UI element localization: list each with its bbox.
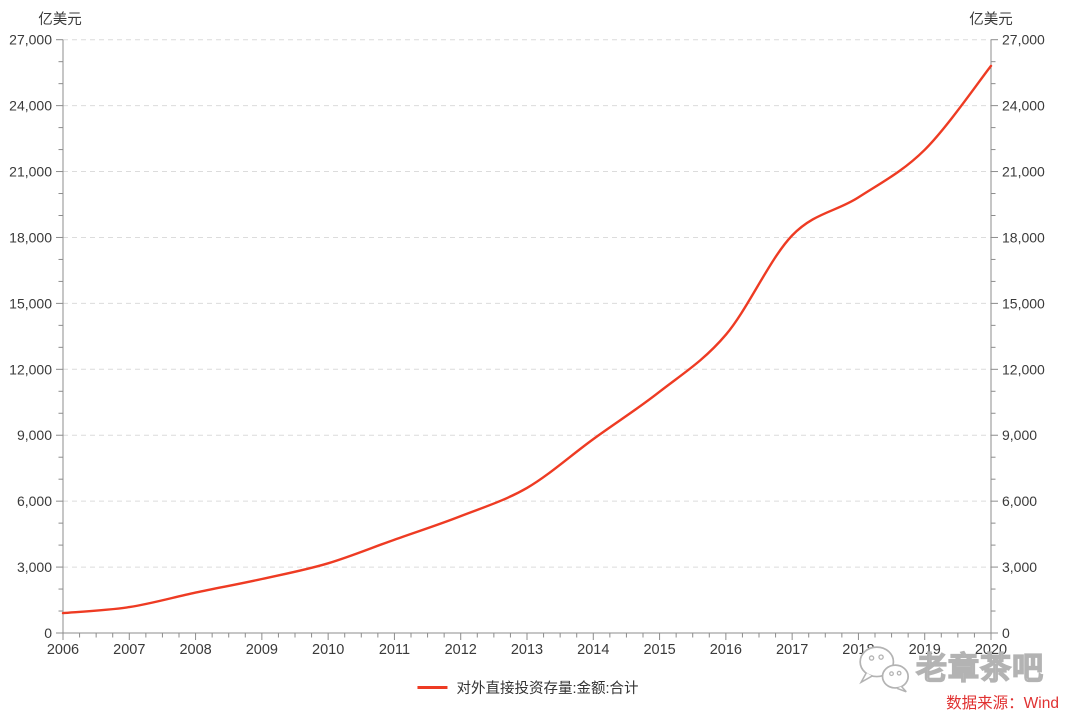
x-tick-labels: 2006 2007 2008 2009 2010 2011 2012 2013 2014 2015…	[47, 642, 1007, 658]
svg-text:2020: 2020	[975, 642, 1007, 658]
svg-text:2009: 2009	[246, 642, 278, 658]
svg-text:0: 0	[1002, 625, 1010, 641]
svg-text:2014: 2014	[577, 642, 609, 658]
y-axis-unit-right: 亿美元	[969, 12, 1013, 28]
svg-text:18,000: 18,000	[1002, 229, 1045, 245]
svg-text:9,000: 9,000	[1002, 427, 1037, 443]
svg-text:2017: 2017	[776, 642, 808, 658]
watermark-text: 老章茶吧	[915, 650, 1044, 686]
svg-text:2008: 2008	[179, 642, 211, 658]
svg-text:12,000: 12,000	[1002, 361, 1045, 377]
svg-text:2016: 2016	[710, 642, 742, 658]
svg-text:6,000: 6,000	[17, 493, 52, 509]
svg-text:2007: 2007	[113, 642, 145, 658]
svg-text:24,000: 24,000	[9, 98, 52, 114]
wechat-bubbles-icon	[859, 646, 910, 693]
data-source-label: 数据来源：Wind	[946, 695, 1059, 712]
svg-text:3,000: 3,000	[17, 559, 52, 575]
svg-text:3,000: 3,000	[1002, 559, 1037, 575]
x-ticks	[62, 633, 992, 640]
svg-text:21,000: 21,000	[1002, 164, 1045, 180]
svg-text:24,000: 24,000	[1002, 98, 1045, 114]
svg-text:2010: 2010	[312, 642, 344, 658]
svg-text:2006: 2006	[47, 642, 79, 658]
svg-text:18,000: 18,000	[9, 229, 52, 245]
svg-text:15,000: 15,000	[9, 295, 52, 311]
y-tick-labels: 0 0 3,000 3,000 6,000 6,000 9,000 9,000 12,000 12…	[9, 32, 1045, 641]
svg-text:21,000: 21,000	[9, 164, 52, 180]
series-line	[61, 64, 993, 615]
legend-line-swatch	[417, 686, 448, 689]
svg-text:27,000: 27,000	[1002, 32, 1045, 48]
y-ticks	[56, 39, 998, 634]
svg-text:9,000: 9,000	[17, 427, 52, 443]
y-axis-unit-left: 亿美元	[38, 12, 82, 28]
svg-text:15,000: 15,000	[1002, 295, 1045, 311]
svg-text:0: 0	[44, 625, 52, 641]
axes	[62, 39, 992, 634]
watermark: 老章茶吧	[854, 643, 1044, 693]
svg-text:2011: 2011	[379, 642, 410, 658]
legend: 对外直接投资存量:金额:合计	[417, 677, 639, 698]
legend-label: 对外直接投资存量:金额:合计	[456, 681, 639, 697]
svg-text:2015: 2015	[643, 642, 675, 658]
svg-text:6,000: 6,000	[1002, 493, 1037, 509]
svg-text:12,000: 12,000	[9, 361, 52, 377]
gridlines	[63, 39, 991, 568]
svg-text:27,000: 27,000	[9, 32, 52, 48]
svg-text:2013: 2013	[511, 642, 543, 658]
svg-text:2019: 2019	[909, 642, 941, 658]
svg-text:2012: 2012	[445, 642, 477, 658]
